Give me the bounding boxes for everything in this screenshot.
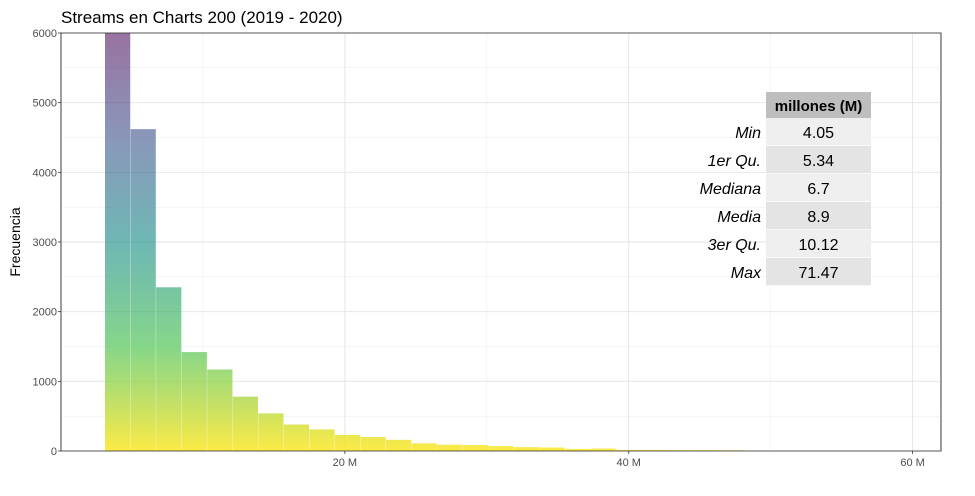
chart-title: Streams en Charts 200 (2019 - 2020) — [61, 8, 343, 27]
histogram-bar — [360, 437, 386, 451]
histogram-bar — [258, 413, 284, 451]
histogram-bar — [488, 446, 514, 451]
x-tick-label: 60 M — [900, 457, 924, 469]
histogram-bar — [641, 449, 667, 451]
table-value-cell — [766, 118, 871, 146]
table-value-cell — [766, 174, 871, 202]
histogram-bar — [590, 448, 616, 451]
table-row-value: 5.34 — [803, 153, 834, 170]
histogram-bar — [437, 444, 463, 451]
histogram-bar — [462, 445, 488, 451]
table-row-value: 4.05 — [803, 125, 834, 142]
table-value-cell — [766, 258, 871, 286]
table-row-value: 71.47 — [798, 265, 838, 282]
histogram-bar — [564, 448, 591, 451]
table-header-cell — [766, 92, 871, 118]
table-row-label: Media — [717, 209, 761, 226]
plot-border — [60, 32, 942, 452]
histogram-bar — [513, 447, 540, 451]
table-value-cell — [766, 202, 871, 230]
histogram-bar — [207, 369, 233, 451]
table-row-label: Max — [731, 265, 762, 282]
table-value-cell — [766, 230, 871, 258]
histogram-bar — [411, 443, 437, 451]
histogram-bar — [334, 434, 361, 451]
summary-table: millones (M) Min 4.05 1er Qu. 5.34 Mediana 6.7… — [700, 92, 871, 287]
x-tick-label: 20 M — [333, 457, 357, 469]
histogram-bar — [692, 450, 718, 451]
histogram-bar — [309, 429, 335, 451]
table-row-label: Mediana — [700, 181, 761, 198]
table-row-value: 10.12 — [798, 237, 838, 254]
histogram-bar — [181, 352, 207, 451]
y-tick-label: 1000 — [33, 376, 57, 388]
histogram-bar — [667, 450, 693, 451]
histogram-bar — [232, 396, 258, 451]
y-tick-label: 0 — [51, 446, 57, 458]
y-tick-label: 3000 — [33, 237, 57, 249]
histogram-bar — [283, 424, 310, 451]
y-tick-label: 4000 — [33, 167, 57, 179]
table-row-label: 3er Qu. — [708, 237, 761, 254]
table-value-cell — [766, 146, 871, 174]
y-axis: 0 1000 2000 3000 4000 5000 6000 — [33, 28, 61, 458]
y-axis-title: Frecuencia — [7, 207, 23, 276]
y-tick-label: 2000 — [33, 307, 57, 319]
histogram-bar — [615, 449, 642, 451]
histogram-bar — [130, 129, 156, 451]
x-axis: 20 M 40 M 60 M — [333, 451, 925, 469]
histogram-bar — [156, 287, 182, 451]
table-row-value: 8.9 — [807, 209, 829, 226]
table-row-label: 1er Qu. — [708, 153, 761, 170]
histogram-bar — [105, 33, 131, 451]
y-tick-label: 5000 — [33, 98, 57, 110]
table-row-label: Min — [735, 125, 761, 142]
histogram-bars — [105, 33, 744, 451]
table-row-value: 6.7 — [807, 181, 829, 198]
histogram-bar — [386, 439, 412, 451]
histogram-bar — [539, 447, 565, 451]
x-tick-label: 40 M — [617, 457, 641, 469]
y-tick-label: 6000 — [33, 28, 57, 40]
table-header-label: millones (M) — [775, 98, 863, 115]
